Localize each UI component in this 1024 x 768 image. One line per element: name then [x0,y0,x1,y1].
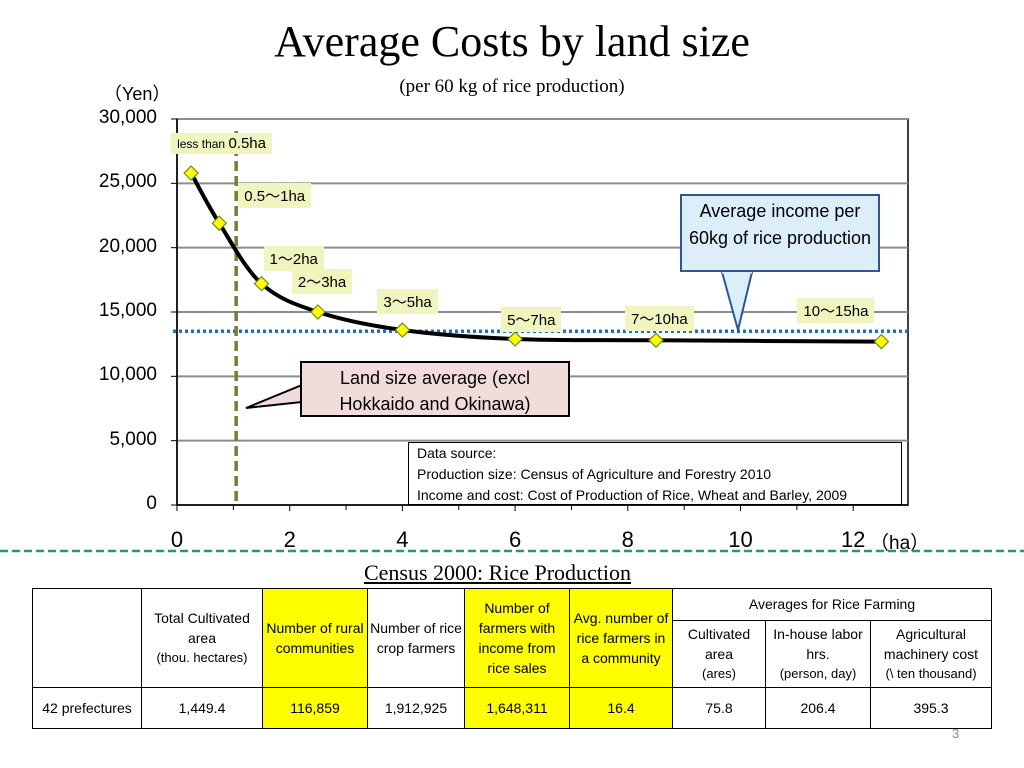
x-tick-label-3: 6 [508,527,522,552]
header-labor-unit: (person, day) [779,665,857,681]
y-tick-label-4: 20,000 [98,235,157,257]
x-tick-label-0: 0 [170,527,184,552]
header-avg-farmers: Avg. number of rice farmers in a communi… [569,588,673,688]
header-farmers: Number of rice crop farmers [367,588,465,688]
source-line-3: Income and cost: Cost of Production of R… [417,487,848,503]
header-machinery: Agricultural machinery cost (\ ten thous… [870,619,992,689]
header-labor: In-house labor hrs. (person, day) [765,619,871,689]
cell-labor: 206.4 [765,687,871,729]
header-total-area-label: Total Cultivated area [154,610,250,646]
cell-farmers: 1,912,925 [367,687,465,729]
census-title: Census 2000: Rice Production [363,560,632,585]
cell-communities: 116,859 [262,687,368,729]
cell-total-area: 1,449.4 [141,687,263,729]
land-size-callout-text: Land size average (excl Hokkaido and Oki… [339,368,531,414]
point-label-4: 3～5ha [377,289,438,314]
x-tick-label-1: 2 [283,527,296,552]
y-tick-label-1: 5,000 [109,428,157,450]
x-tick-label-2: 4 [396,527,409,552]
point-label-suffix: 0.5ha [228,135,266,153]
source-line-1: Data source: [417,445,497,461]
table-header-row: Total Cultivated area (thou. hectares) N… [32,588,992,688]
source-line-2: Production size: Census of Agriculture a… [417,466,772,482]
header-cultivated-unit: (ares) [702,665,736,681]
header-cultivated-label: Cultivated area [687,625,751,662]
point-label-7: 10～15ha [797,297,875,323]
cell-income-farmers: 1,648,311 [464,687,570,729]
data-source-box: Data source: Production size: Census of … [408,442,902,505]
y-tick-label-3: 15,000 [98,300,157,321]
income-callout: Average income per 60kg of rice producti… [680,194,880,272]
x-tick-label-4: 8 [621,527,634,552]
header-cultivated: Cultivated area (ares) [672,619,766,689]
header-machinery-label: Agricultural machinery cost [883,625,979,662]
header-averages-group: Averages for Rice Farming [672,588,992,621]
row-label: 42 prefectures [32,687,142,729]
header-income-farmers: Number of farmers with income from rice … [464,588,570,688]
table-subheader-row: Cultivated area (ares) In-house labor hr… [33,619,992,689]
y-tick-label-5: 25,000 [98,171,157,193]
income-callout-text: Average income per 60kg of rice producti… [688,201,872,248]
table-row: 42 prefectures 1,449.4 116,859 1,912,925… [32,687,992,729]
data-point-0 [183,165,199,181]
point-label-6: 7～10ha [624,306,694,332]
census-table: Total Cultivated area (thou. hectares) N… [32,588,992,729]
land-size-callout: Land size average (excl Hokkaido and Oki… [300,361,570,417]
header-communities: Number of rural communities [262,588,368,688]
page-title: Average Costs by land size [274,17,750,66]
x-tick-label-5: 10 [728,527,753,552]
header-total-area: Total Cultivated area (thou. hectares) [141,588,263,688]
header-labor-label: In-house labor hrs. [773,625,863,662]
page-number: 3 [952,726,960,741]
header-machinery-unit: (\ ten thousand) [885,665,977,681]
cell-cultivated: 75.8 [672,687,766,729]
y-tick-label-6: 30,000 [98,107,157,128]
point-label-1: 0.5～1ha [238,183,312,209]
point-label-prefix: less than [177,137,229,152]
data-point-2 [253,275,270,292]
cell-machinery: 395.3 [870,687,992,729]
header-total-area-unit: (thou. hectares) [156,650,248,665]
y-tick-label-0: 0 [146,493,157,514]
point-label-0: less than 0.5ha [171,133,272,155]
data-point-7 [873,333,890,350]
y-axis-unit: （Yen） [104,84,171,104]
x-axis-unit: （ha） [870,533,930,554]
page-subtitle: (per 60 kg of rice production) [399,76,625,97]
cell-avg-farmers: 16.4 [569,687,673,729]
point-label-3: 2～3ha [291,269,353,294]
point-label-2: 1～2ha [263,245,324,271]
data-point-4 [394,322,411,338]
point-label-5: 5～7ha [501,307,562,333]
header-blank [32,588,142,688]
data-point-5 [507,331,523,347]
data-point-3 [310,304,326,320]
data-point-1 [211,215,228,232]
x-tick-label-6: 12 [840,527,866,552]
y-tick-label-2: 10,000 [98,364,157,386]
data-point-6 [648,332,664,349]
